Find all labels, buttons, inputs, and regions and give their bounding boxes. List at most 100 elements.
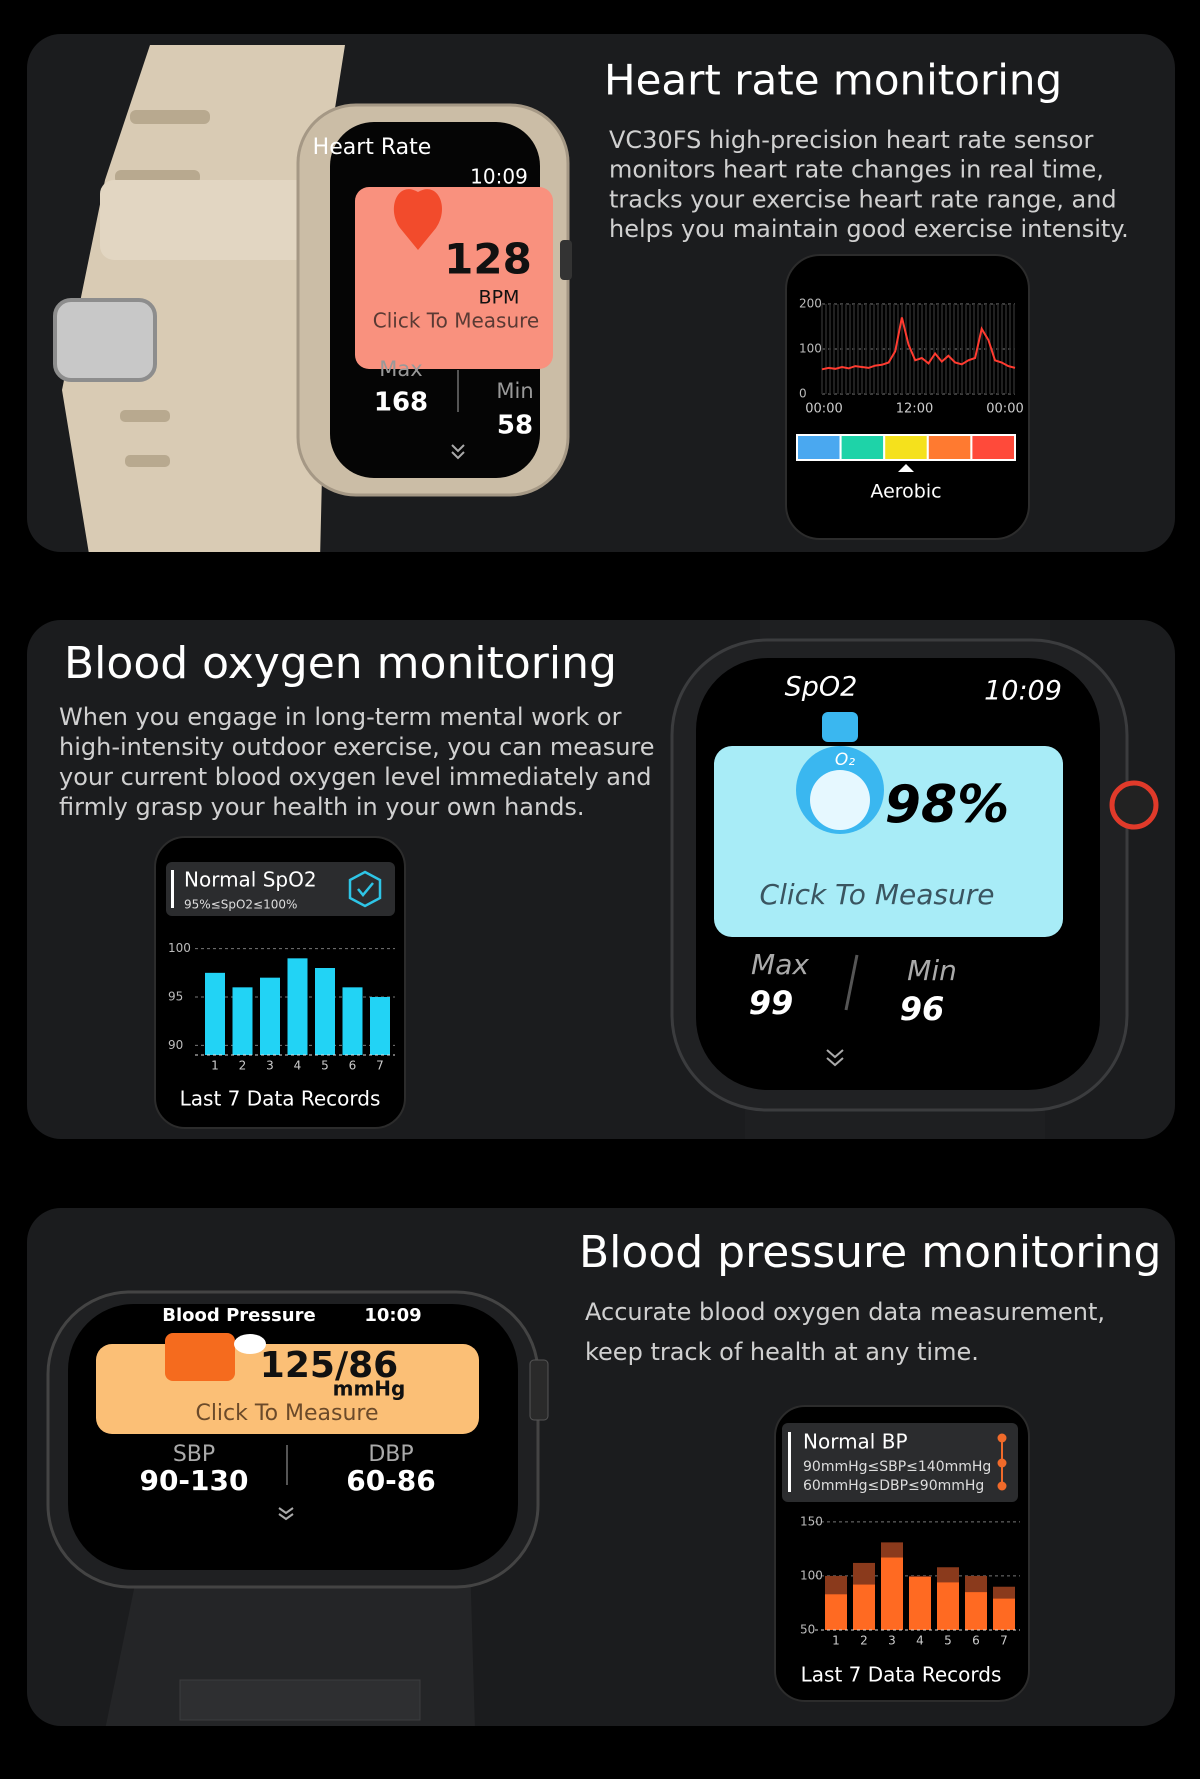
section-description: helps you maintain good exercise intensi… <box>609 215 1129 243</box>
header-bar <box>788 1432 791 1492</box>
zone-segment <box>796 434 842 461</box>
watch-title: SpO2 <box>785 672 858 703</box>
x-tick-label: 5 <box>944 1634 952 1648</box>
section-description: tracks your exercise heart rate range, a… <box>609 185 1117 213</box>
y-tick-label: 100 <box>800 1568 823 1582</box>
card-header <box>782 1423 1018 1502</box>
section-description: firmly grasp your health in your own han… <box>59 793 585 821</box>
watch-title: Blood Pressure <box>162 1305 315 1326</box>
watch-beige <box>53 45 572 552</box>
watch-unit: BPM <box>479 287 520 309</box>
bar <box>232 987 253 1055</box>
zone-segment <box>883 434 929 461</box>
heart-rate-line <box>821 317 1016 371</box>
x-tick-label: 1 <box>211 1059 219 1073</box>
card-note: 90mmHg≤SBP≤140mmHg <box>803 1459 991 1475</box>
card-caption: Last 7 Data Records <box>180 1087 381 1111</box>
watch-black <box>670 620 1159 1139</box>
section-title: Blood oxygen monitoring <box>64 638 617 689</box>
y-tick-label: 95 <box>168 990 183 1004</box>
x-tick-label: 3 <box>266 1059 274 1073</box>
x-tick-label: 7 <box>1000 1634 1008 1648</box>
watch-black <box>46 1290 549 1726</box>
zone-label: Aerobic <box>870 481 941 503</box>
bar <box>205 972 225 1055</box>
zone-pointer <box>898 464 914 472</box>
check-icon <box>357 882 374 897</box>
bar <box>825 1594 847 1630</box>
x-tick-label: 2 <box>860 1634 868 1648</box>
watch-reading: 128 <box>444 235 532 284</box>
bar <box>993 1598 1015 1630</box>
watch-action: Click To Measure <box>373 309 539 333</box>
section-title: Blood pressure monitoring <box>579 1227 1161 1278</box>
section-title: Heart rate monitoring <box>604 56 1062 105</box>
watch-value: 96 <box>900 990 945 1028</box>
bar <box>909 1576 931 1630</box>
card-subtitle: 95%≤SpO2≤100% <box>184 898 297 912</box>
bar <box>260 977 280 1055</box>
zone-segment <box>839 434 886 461</box>
bar <box>370 997 390 1055</box>
x-tick-label: 7 <box>376 1059 384 1073</box>
watch-value: 168 <box>374 388 428 418</box>
watch-label: DBP <box>368 1442 413 1467</box>
watch-label: Max <box>379 357 422 381</box>
x-tick-label: 4 <box>916 1634 924 1648</box>
watch-time: 10:09 <box>470 165 528 189</box>
x-tick-label: 00:00 <box>805 402 842 417</box>
watch-reading: 98% <box>885 775 1009 835</box>
y-tick-label: 90 <box>168 1038 183 1052</box>
x-tick-label: 5 <box>321 1059 329 1073</box>
card-header <box>166 862 395 916</box>
y-tick-label: 0 <box>799 387 807 401</box>
range-icon <box>997 1458 1007 1468</box>
watch-title: Heart Rate <box>313 135 432 160</box>
y-tick-label: 100 <box>799 342 822 356</box>
x-tick-label: 2 <box>239 1059 247 1073</box>
watch-value: 99 <box>749 984 794 1022</box>
x-tick-label: 6 <box>972 1634 980 1648</box>
watch-label: Max <box>751 948 809 981</box>
range-icon <box>997 1481 1007 1491</box>
bar <box>287 958 308 1055</box>
watch-unit: mmHg <box>333 1377 406 1401</box>
icon-label: O₂ <box>835 750 855 770</box>
watch-reading: 125/86 <box>260 1345 398 1386</box>
section-description: keep track of health at any time. <box>585 1338 979 1366</box>
card-title: Normal BP <box>803 1430 908 1454</box>
section-description: When you engage in long-term mental work… <box>59 703 622 731</box>
bar <box>342 987 363 1055</box>
zone-segment <box>926 434 973 461</box>
y-tick-label: 100 <box>168 941 191 955</box>
x-tick-label: 00:00 <box>986 402 1023 417</box>
x-tick-label: 6 <box>349 1059 357 1073</box>
watch-value: 58 <box>497 411 533 441</box>
x-tick-label: 3 <box>888 1634 896 1648</box>
watch-label: SBP <box>173 1442 215 1467</box>
watch-label: Min <box>496 379 533 403</box>
section-description: high-intensity outdoor exercise, you can… <box>59 733 655 761</box>
section-description: your current blood oxygen level immediat… <box>59 763 651 791</box>
watch-time: 10:09 <box>984 676 1062 707</box>
bar <box>881 1557 903 1630</box>
bar <box>853 1584 875 1630</box>
y-tick-label: 200 <box>799 297 822 311</box>
range-icon <box>997 1433 1007 1443</box>
x-tick-label: 12:00 <box>896 402 933 417</box>
bar <box>315 968 335 1055</box>
check-icon <box>348 870 382 908</box>
watch-value: 60-86 <box>346 1464 436 1497</box>
section-description: monitors heart rate changes in real time… <box>609 156 1104 184</box>
y-tick-label: 150 <box>800 1514 823 1528</box>
watch-value: 90-130 <box>139 1464 248 1497</box>
card-caption: Last 7 Data Records <box>801 1663 1002 1687</box>
x-tick-label: 1 <box>832 1634 840 1648</box>
section-description: VC30FS high-precision heart rate sensor <box>609 126 1093 154</box>
watch-time: 10:09 <box>364 1305 421 1326</box>
watch-action: Click To Measure <box>760 878 995 911</box>
header-bar <box>171 870 174 908</box>
card-title: Normal SpO2 <box>184 868 317 892</box>
